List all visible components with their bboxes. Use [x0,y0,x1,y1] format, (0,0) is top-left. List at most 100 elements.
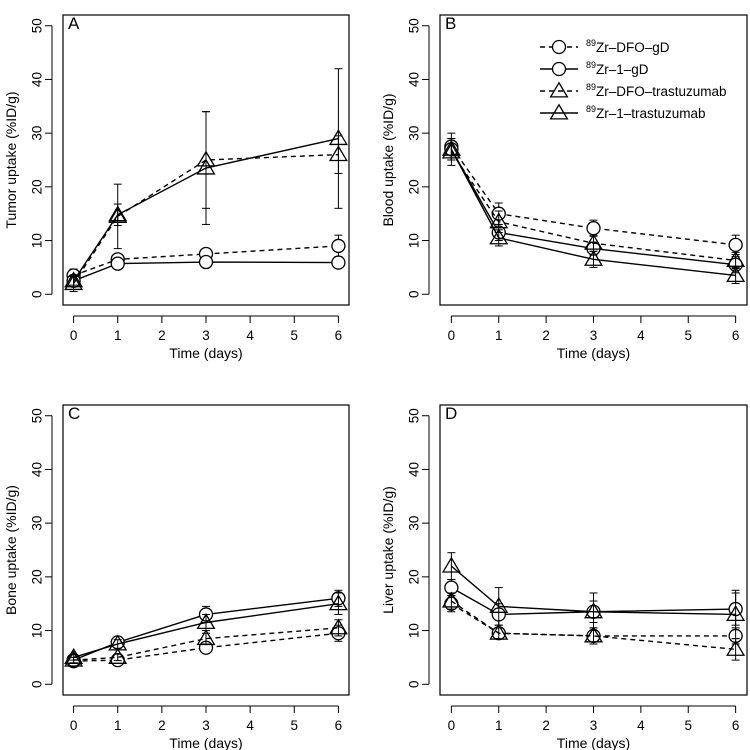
panel-d-y-tick-label: 50 [407,408,422,423]
legend-label: 89Zr–DFO–trastuzumab [586,82,727,99]
panel-c-series-line [73,627,339,661]
panel-a-y-tick-label: 50 [30,18,45,33]
panel-a-y-tick-label: 0 [30,291,45,299]
panel-c-series-4 [64,592,348,664]
panel-c-x-tick-label: 5 [291,718,299,733]
panel-d-x-tick-label: 6 [732,718,740,733]
panel-b-series-3 [441,138,746,269]
panel-a-y-tick-label: 40 [30,72,45,87]
panel-a-y-axis-label: Tumor uptake (%ID/g) [3,91,19,228]
panel-b-label: B [445,14,456,33]
panel-b-y-tick-label: 0 [407,291,422,299]
panel-c-y-tick-label: 20 [30,569,45,584]
panel-d-x-tick-label: 3 [590,718,598,733]
panel-d-series-line [450,600,736,651]
legend-label: 89Zr–1–trastuzumab [586,104,706,121]
panel-a-series-line [73,153,339,284]
panel-d-x-tick-label: 2 [542,718,550,733]
panel-a-x-tick-label: 1 [114,328,122,343]
panel-d-series-line [451,603,736,637]
panel-d-x-tick-label: 1 [495,718,503,733]
panel-c-x-tick-label: 2 [158,718,166,733]
panel-c-series-line [73,603,339,659]
panel-b-series-line [450,148,736,277]
panel-d-data-point [441,556,461,573]
panel-d-series-line [451,586,736,616]
panel-c-frame [62,404,350,696]
panel-a-data-point [64,271,84,288]
panel-b-frame [439,14,748,306]
panel-c-data-point [108,647,128,664]
panel-b-y-tick-label: 50 [407,18,422,33]
panel-c-y-tick-label: 40 [30,462,45,477]
panel-d-y-tick-label: 20 [407,569,422,584]
panel-b-data-point [583,249,604,266]
panel-b-y-tick-label: 20 [407,179,422,194]
panel-a-x-tick-label: 2 [158,328,166,343]
legend-marker [549,103,569,120]
panel-c-x-tick-label: 4 [246,718,254,733]
panel-d-x-tick-label: 0 [448,718,456,733]
panel-d-data-point [441,591,461,608]
legend-marker [551,61,567,77]
panel-b-x-tick-label: 6 [732,328,740,343]
panel-a-data-point [108,205,128,222]
panel-a-x-tick-label: 5 [291,328,299,343]
panel-a-series-line [73,245,339,277]
panel-c-data-point [196,629,216,646]
panel-b-x-tick-label: 5 [684,328,692,343]
panel-b-x-tick-label: 4 [637,328,645,343]
panel-b-data-point [586,221,601,236]
panel-a-series-2 [66,254,346,288]
panel-d-data-point [583,626,604,643]
panel-c-x-tick-label: 3 [202,718,210,733]
panel-b-legend: 89Zr–DFO–gD 89Zr–1–gD 89Zr–DFO–trastuzumab… [540,38,727,121]
panel-b-data-point [726,265,746,283]
panel-a-x-axis-label: Time (days) [169,345,242,361]
legend-label: 89Zr–1–gD [586,60,649,77]
panel-a-x-tick-label: 6 [335,328,343,343]
panel-c-y-tick-label: 0 [30,681,45,689]
panel-a: A 0 1 2 3 4 5 6 Time (days) 0 10 20 30 40 50 Tumor upta… [3,14,350,361]
panel-c-data-point [108,634,128,651]
panel-d-y-tick-label: 30 [407,516,422,531]
panel-d-y-tick-label: 0 [407,681,422,689]
panel-c-y-tick-label: 50 [30,408,45,423]
legend-marker [549,81,569,98]
panel-a-x-tick-label: 3 [202,328,210,343]
panel-a-series-line [73,137,339,282]
panel-c-y-axis-label: Bone uptake (%ID/g) [3,485,19,615]
panel-d-y-tick-label: 40 [407,462,422,477]
panel-c-data-point [328,594,348,611]
panel-a-series-4 [64,68,348,288]
panel-d-data-point [489,596,509,613]
panel-d-series-4 [441,552,746,640]
panel-a-data-point [331,255,346,270]
panel-a-y-tick-label: 20 [30,179,45,194]
panel-d: D 0 1 2 3 4 5 6 Time (days) 0 10 20 30 40 50 Liver upta… [380,404,748,750]
panel-d-series-line [450,565,736,616]
panel-d-data-point [583,602,604,619]
panel-c: C 0 1 2 3 4 5 6 Time (days) 0 10 20 30 40 50 Bone uptak… [3,404,350,750]
panel-d-y-axis-label: Liver uptake (%ID/g) [380,486,396,614]
panel-d-y-tick-label: 10 [407,623,422,638]
panel-a-x-tick-label: 0 [70,328,78,343]
panel-a-data-point [328,129,348,146]
panel-c-x-tick-label: 1 [114,718,122,733]
panel-b-x-tick-label: 3 [590,328,598,343]
panel-d-data-point [489,623,509,640]
legend-marker [551,39,567,55]
panel-a-data-point [110,256,125,271]
panel-b: B 0 1 2 3 4 5 6 Time (days) 0 10 20 30 40 50 Blood upta… [380,14,748,361]
panel-a-label: A [68,14,80,33]
panel-b-y-tick-label: 40 [407,72,422,87]
panel-a-data-point [64,274,84,291]
panel-d-x-tick-label: 5 [684,718,692,733]
panel-b-series-line [450,151,736,262]
panel-b-y-tick-label: 10 [407,233,422,248]
panel-a-data-point [196,158,216,175]
panel-c-series-line [73,632,339,662]
panel-b-series-line [450,148,736,266]
panel-b-data-point [583,233,604,250]
